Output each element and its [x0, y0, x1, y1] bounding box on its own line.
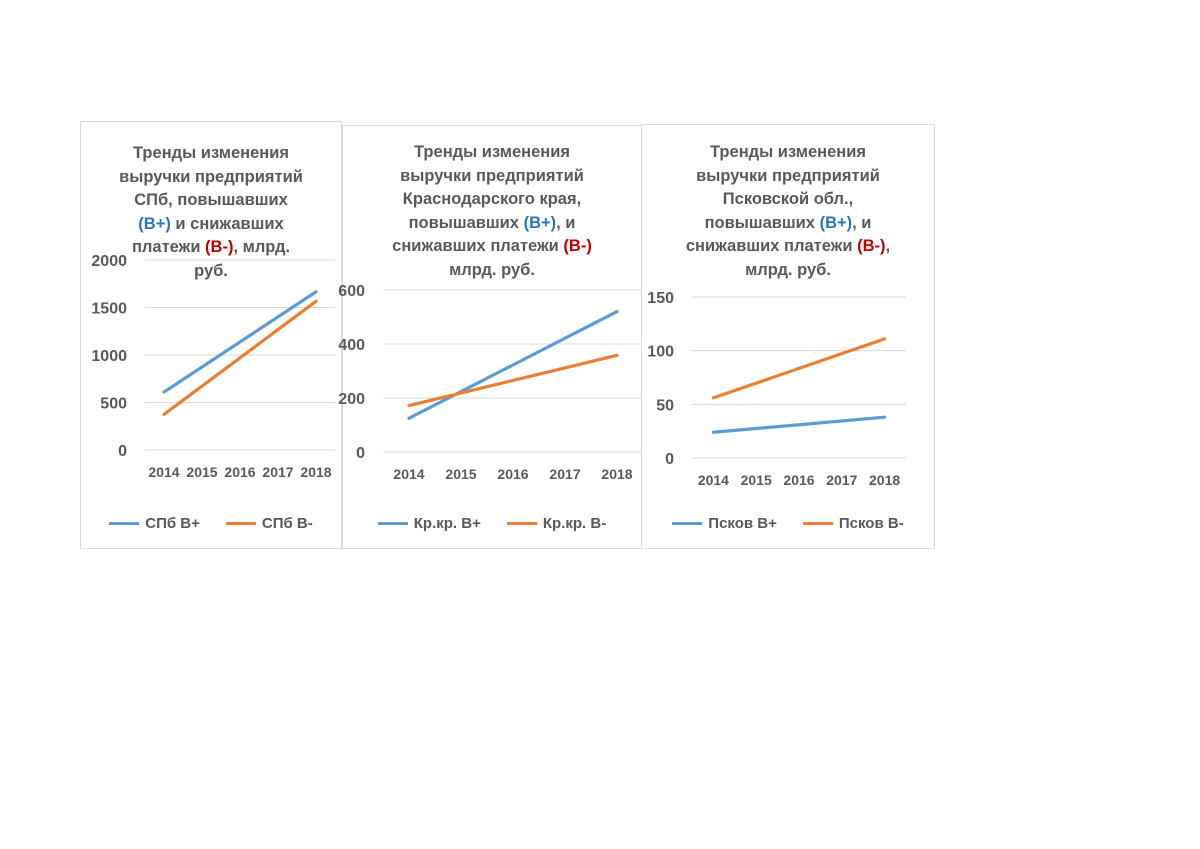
series-line — [162, 299, 318, 416]
legend-label: Кр.кр. В+ — [413, 515, 481, 532]
x-tick-label: 2018 — [601, 466, 632, 482]
x-tick-label: 2016 — [783, 472, 814, 488]
chart-title-segment: млрд. руб. — [745, 260, 831, 279]
chart-plot-area: 0 200 400 600 2014 2015 2016 2017 2018 — [338, 283, 643, 482]
y-tick-label: 1000 — [91, 348, 127, 365]
chart-title-segment: (В+) — [138, 214, 171, 233]
chart-title: Тренды изменения выручки предприятий СПб, … — [81, 142, 341, 283]
chart-title-segment: (В-) — [205, 238, 234, 256]
chart-panel-krasnodar: Тренды изменения выручки предприятий Красн… — [338, 125, 643, 549]
x-tick-label: 2016 — [497, 466, 528, 482]
y-tick-label: 0 — [356, 445, 365, 462]
chart-title-segment: СПб, повышавших — [134, 191, 288, 209]
y-tick-label: 2000 — [91, 253, 127, 270]
y-tick-label: 0 — [118, 443, 127, 460]
y-tick-label: 50 — [656, 397, 674, 414]
x-tick-label: 2014 — [148, 464, 179, 480]
chart-title-segment: повышавших — [408, 213, 524, 232]
legend-swatch — [225, 522, 256, 525]
x-tick-label: 2015 — [186, 464, 217, 480]
legend-item: СПб В+ — [109, 515, 200, 532]
chart-legend: СПб В+ СПб В- — [81, 515, 341, 532]
chart-title-segment: выручки предприятий — [696, 166, 880, 185]
chart-title-segment: млрд. руб. — [449, 260, 535, 279]
x-tick-label: 2017 — [262, 464, 293, 480]
y-tick-label: 500 — [100, 396, 127, 413]
x-tick-label: 2015 — [445, 466, 476, 482]
x-tick-label: 2014 — [393, 466, 424, 482]
y-tick-label: 150 — [647, 290, 674, 307]
chart-panel-spb: Тренды изменения выручки предприятий СПб, … — [80, 121, 342, 549]
x-tick-label: 2018 — [869, 472, 900, 488]
legend-item: СПб В- — [225, 515, 313, 532]
series-line — [711, 415, 887, 434]
legend-swatch — [109, 522, 140, 525]
y-tick-label: 0 — [665, 451, 674, 468]
legend-swatch — [377, 522, 408, 525]
x-tick-label: 2018 — [300, 464, 331, 480]
chart-title-segment: (В-) — [563, 237, 592, 255]
y-tick-label: 400 — [338, 337, 365, 354]
legend-item: Кр.кр. В- — [506, 515, 607, 532]
chart-title: Тренды изменения выручки предприятий Псков… — [642, 141, 934, 282]
x-tick-label: 2016 — [224, 464, 255, 480]
legend-label: Кр.кр. В- — [542, 515, 607, 532]
legend-label: СПб В- — [261, 515, 313, 532]
chart-title-segment: , и — [852, 213, 872, 232]
chart-title-segment: платежи — [131, 238, 206, 256]
y-tick-label: 200 — [338, 391, 365, 408]
chart-title-segment: (В-) — [857, 237, 886, 255]
chart-legend: Кр.кр. В+ Кр.кр. В- — [343, 515, 641, 532]
legend-item: Псков В- — [802, 515, 904, 532]
x-tick-label: 2014 — [698, 472, 729, 488]
chart-plot-area: 0 500 1000 1500 2000 2014 2015 2016 2017 2018 — [91, 253, 335, 480]
chart-title-segment: Тренды изменения — [132, 144, 290, 162]
chart-title-segment: Краснодарского края, — [402, 190, 582, 208]
series-line — [407, 310, 619, 420]
chart-title-segment: повышавших — [704, 213, 820, 232]
y-tick-label: 1500 — [91, 301, 127, 318]
chart-title-segment: (В+) — [819, 213, 853, 232]
chart-panel-pskov: Тренды изменения выручки предприятий Псков… — [641, 124, 935, 549]
series-line — [162, 290, 318, 394]
legend-swatch — [672, 522, 703, 525]
chart-title-segment: , млрд. — [233, 238, 291, 256]
chart-title-segment: (В+) — [523, 213, 557, 232]
chart-title-segment: , и — [556, 213, 576, 232]
legend-swatch — [802, 522, 833, 525]
series-line — [711, 337, 887, 400]
chart-legend: Псков В+ Псков В- — [642, 515, 934, 532]
legend-label: Псков В- — [838, 515, 904, 532]
chart-title-segment: выручки предприятий — [119, 167, 303, 186]
chart-title-segment: снижавших платежи — [685, 237, 858, 255]
chart-title-segment: и снижавших — [170, 214, 284, 233]
chart-title-segment: , — [885, 237, 891, 255]
chart-title-segment: Псковской обл., — [722, 190, 854, 208]
legend-label: Псков В+ — [708, 515, 777, 532]
legend-swatch — [506, 522, 537, 525]
legend-item: Псков В+ — [672, 515, 777, 532]
x-tick-label: 2017 — [549, 466, 580, 482]
chart-title: Тренды изменения выручки предприятий Красн… — [343, 141, 641, 282]
x-tick-label: 2017 — [826, 472, 857, 488]
x-tick-label: 2015 — [741, 472, 772, 488]
series-line — [407, 353, 619, 408]
chart-title-segment: Тренды изменения — [709, 143, 867, 161]
legend-label: СПб В+ — [145, 515, 200, 532]
chart-title-segment: руб. — [194, 261, 228, 280]
chart-title-segment: выручки предприятий — [400, 166, 584, 185]
y-tick-label: 600 — [338, 283, 365, 300]
chart-plot-area: 0 50 100 150 2014 2015 2016 2017 2018 — [647, 290, 906, 488]
y-tick-label: 100 — [647, 344, 674, 361]
legend-item: Кр.кр. В+ — [377, 515, 481, 532]
chart-title-segment: снижавших платежи — [392, 237, 564, 255]
chart-title-segment: Тренды изменения — [413, 143, 571, 161]
